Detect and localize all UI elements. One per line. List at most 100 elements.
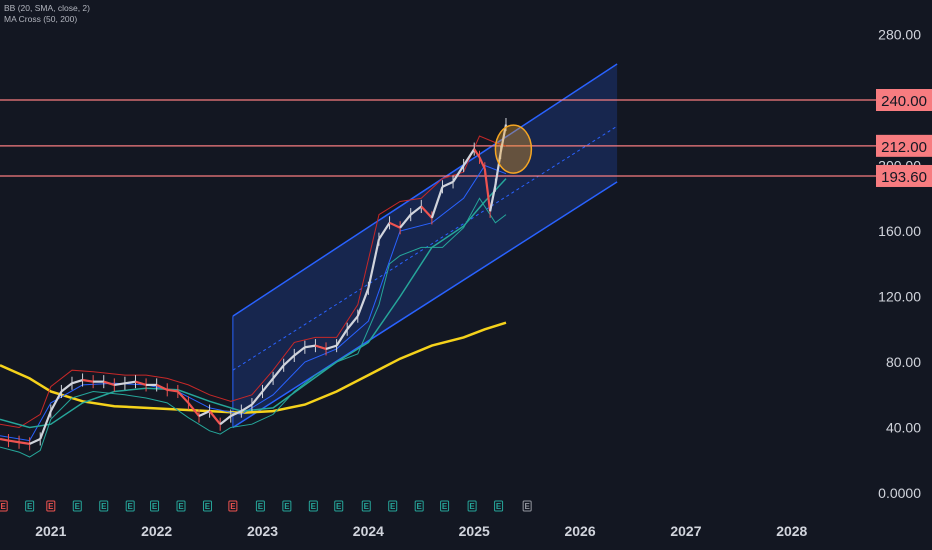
price-segment xyxy=(71,378,83,385)
earnings-marker-label: E xyxy=(311,502,317,511)
channel-fill xyxy=(232,64,618,428)
price-segment xyxy=(478,156,486,170)
earnings-marker-label: E xyxy=(442,502,448,511)
time-tick-label: 2026 xyxy=(564,523,595,539)
bollinger-bands xyxy=(0,135,507,458)
earnings-marker xyxy=(0,500,8,512)
horizontal-levels[interactable] xyxy=(0,99,880,177)
price-segment xyxy=(420,205,433,219)
price-segment xyxy=(356,287,370,317)
earnings-marker xyxy=(46,500,56,512)
bb-basis-path xyxy=(0,164,507,442)
earnings-marker-label: E xyxy=(178,502,184,511)
price-segment xyxy=(230,410,242,418)
price-segment xyxy=(49,390,63,412)
price-tick-label: 40.00 xyxy=(886,420,921,436)
price-tag xyxy=(876,134,932,157)
price-segment xyxy=(198,410,211,418)
price-segment xyxy=(103,380,115,386)
circle-annotation[interactable] xyxy=(494,124,533,174)
bb-legend[interactable]: BB (20, SMA, close, 2) xyxy=(4,3,90,13)
time-tick-label: 2021 xyxy=(35,523,66,539)
price-segment xyxy=(82,378,94,383)
price-segment xyxy=(483,168,492,212)
earnings-marker-label: E xyxy=(284,502,290,511)
price-segment xyxy=(0,437,9,442)
earnings-marker xyxy=(361,500,371,512)
time-tick-label: 2023 xyxy=(247,523,278,539)
bb-lower-path xyxy=(0,197,507,458)
price-segment xyxy=(177,390,190,404)
earnings-marker xyxy=(125,500,135,512)
ma50-path xyxy=(0,178,507,429)
price-segment xyxy=(39,410,52,440)
price-tag-label: 240.00 xyxy=(881,93,927,110)
earnings-marker-label: E xyxy=(524,502,530,511)
price-tag-label: 212.00 xyxy=(881,139,927,156)
earnings-marker xyxy=(255,500,265,512)
price-segment xyxy=(489,184,497,212)
price-segment xyxy=(124,380,136,385)
price-segment xyxy=(442,180,454,188)
earnings-marker-label: E xyxy=(48,502,54,511)
channel-mid-line xyxy=(232,125,618,371)
earnings-marker-label: E xyxy=(258,502,264,511)
price-segment xyxy=(240,403,253,413)
price-segment xyxy=(462,148,476,167)
price-segment xyxy=(8,439,20,444)
price-segment xyxy=(473,148,481,158)
time-tick-label: 2027 xyxy=(670,523,701,539)
price-tick-label: 280.00 xyxy=(878,27,921,43)
bb-upper-path xyxy=(0,135,507,429)
time-tick-label: 2024 xyxy=(353,523,384,539)
price-segment xyxy=(378,222,391,240)
earnings-marker xyxy=(150,500,160,512)
price-segment xyxy=(399,213,412,229)
price-segment xyxy=(304,344,316,349)
price-tick-label: 120.00 xyxy=(878,289,921,305)
price-segment xyxy=(494,152,502,186)
time-axis[interactable]: 2021 2022 2023 2024 2025 2026 2027 2028 xyxy=(35,523,807,539)
earnings-marker xyxy=(494,500,504,512)
earnings-marker-label: E xyxy=(152,502,158,511)
price-segment xyxy=(219,415,232,426)
earnings-marker-label: E xyxy=(27,502,33,511)
time-tick-label: 2025 xyxy=(459,523,490,539)
earnings-marker xyxy=(99,500,109,512)
earnings-marker xyxy=(72,500,82,512)
earnings-marker-label: E xyxy=(390,502,396,511)
price-segment xyxy=(389,221,401,229)
price-segment xyxy=(18,441,30,445)
earnings-marker xyxy=(25,500,35,512)
price-segment xyxy=(282,354,296,367)
price-segment xyxy=(325,344,337,350)
earnings-marker xyxy=(467,500,477,512)
price-segment xyxy=(261,377,274,393)
price-segment xyxy=(135,380,147,386)
ma-legend[interactable]: MA Cross (50, 200) xyxy=(4,14,78,24)
price-segment xyxy=(367,238,381,289)
price-segment xyxy=(315,344,327,350)
channel-upper-line xyxy=(232,63,618,317)
price-tick-label: 80.00 xyxy=(886,354,921,370)
price-tag xyxy=(876,164,932,187)
earnings-marker-label: E xyxy=(496,502,502,511)
earnings-marker xyxy=(202,500,212,512)
earnings-marker-label: E xyxy=(364,502,370,511)
earnings-marker xyxy=(176,500,186,512)
earnings-marker xyxy=(414,500,424,512)
price-segment xyxy=(272,364,285,380)
earnings-marker-label: E xyxy=(128,502,134,511)
price-tag xyxy=(876,89,932,111)
earnings-marker xyxy=(282,500,292,512)
price-tags: 240.00 212.00 193.60 xyxy=(876,89,932,187)
price-segment xyxy=(187,402,200,417)
regression-channel[interactable] xyxy=(232,63,618,429)
price-segment xyxy=(335,328,349,347)
price-segment xyxy=(410,205,422,216)
time-tick-label: 2028 xyxy=(776,523,807,539)
price-segment xyxy=(60,382,73,393)
ma200-line xyxy=(0,321,507,415)
